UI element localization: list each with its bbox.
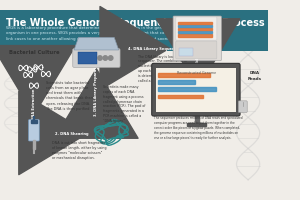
FancyBboxPatch shape [28,120,39,141]
Bar [158,81,195,84]
Text: The DNA library is loaded onto a
sequencer. The combination of
nucleotides (A, T: The DNA library is loaded onto a sequenc… [138,54,196,83]
Bar [33,140,35,149]
FancyBboxPatch shape [0,11,268,52]
Text: Scientists take bacterial
cells from an agar plate
and treat them with
chemicals: Scientists take bacterial cells from an … [46,81,94,110]
Text: Reconstructed Genome: Reconstructed Genome [177,70,216,74]
Bar [178,26,212,28]
FancyBboxPatch shape [176,18,217,41]
Circle shape [108,56,113,61]
Bar [158,74,210,77]
Text: Bacterial Culture: Bacterial Culture [9,49,59,54]
Bar [158,88,216,92]
FancyBboxPatch shape [78,53,97,64]
FancyBboxPatch shape [156,68,236,112]
Bar [31,121,37,124]
Text: The Whole Genome Sequencing (WGS) Process: The Whole Genome Sequencing (WGS) Proces… [6,18,265,28]
Text: Scientists make many
copies of each DNA
fragment using a process
called polymera: Scientists make many copies of each DNA … [103,84,145,123]
Bar [188,124,206,126]
Text: 2. DNA Shearing: 2. DNA Shearing [55,131,88,135]
FancyBboxPatch shape [176,42,217,60]
Circle shape [103,56,107,61]
Circle shape [14,56,53,95]
Text: WGS is a laboratory procedure that determines the order of bases in the genome o: WGS is a laboratory procedure that deter… [6,26,183,41]
Text: 3. DNA Library Preparation: 3. DNA Library Preparation [94,60,98,116]
Bar [158,95,202,99]
Bar [178,23,212,25]
Text: 4. DNA Library Sequencing: 4. DNA Library Sequencing [128,47,183,51]
FancyBboxPatch shape [152,64,240,116]
Text: The sequencer produces millions of DNA reads and specialized
computer programs a: The sequencer produces millions of DNA r… [154,116,242,139]
Text: 5. Genome Assembly: 5. Genome Assembly [196,55,200,98]
FancyBboxPatch shape [238,101,247,113]
Bar [178,32,212,34]
Bar [178,29,212,31]
Polygon shape [74,38,119,51]
Text: 1. DNA Extraction: 1. DNA Extraction [32,89,36,125]
FancyBboxPatch shape [179,48,193,56]
FancyBboxPatch shape [173,17,221,61]
Bar [178,35,212,37]
FancyBboxPatch shape [73,49,120,68]
Text: DNA
Reads: DNA Reads [247,71,261,80]
Text: DNA is cut into short fragments
of known length, either by using
enzymes "molecu: DNA is cut into short fragments of known… [52,140,106,159]
Circle shape [98,56,102,61]
Bar [195,115,199,125]
